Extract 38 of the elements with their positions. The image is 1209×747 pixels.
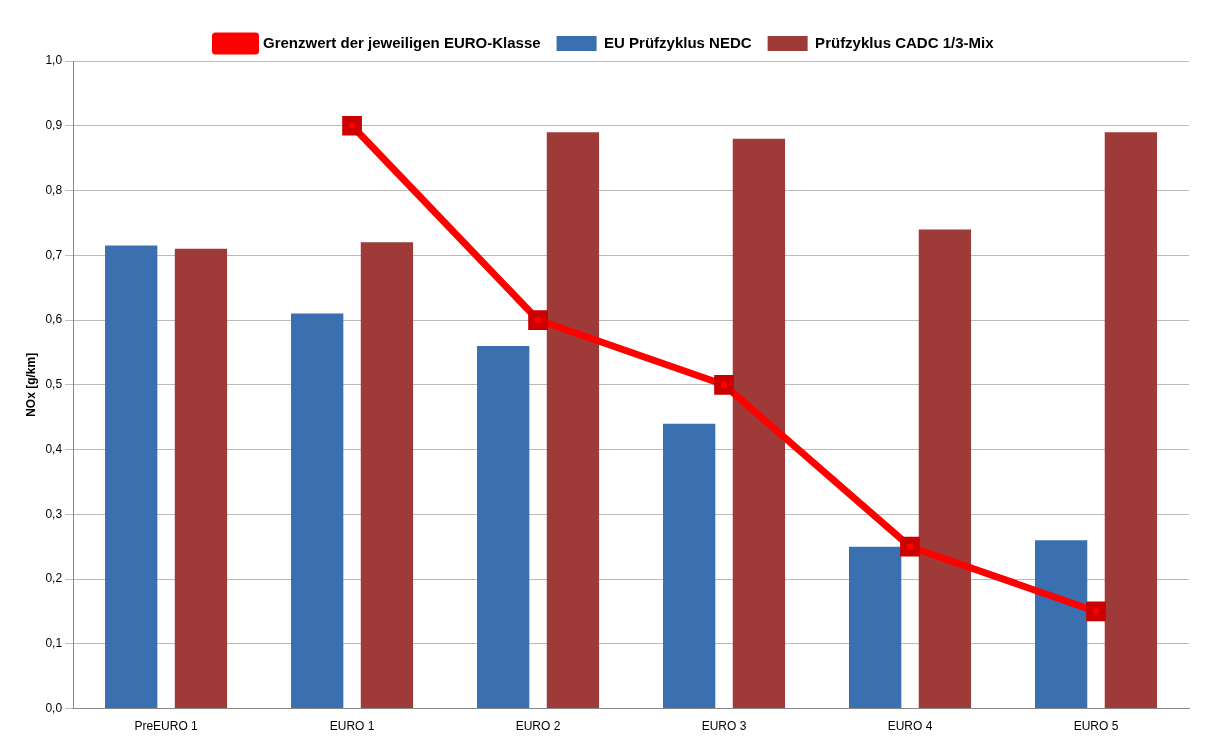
y-tick-label: 0,2 (45, 571, 63, 586)
y-tick-label: 0,8 (45, 182, 63, 197)
point (900, 536, 920, 557)
bar (1104, 132, 1158, 709)
y-tick-label: 1,0 (45, 53, 63, 68)
bar (105, 245, 158, 709)
legend-label: Prüfzyklus CADC 1/3-Mix (815, 33, 995, 51)
bar (291, 313, 344, 709)
y-axis-title: NOx [g/km] (23, 352, 38, 417)
legend-label: Grenzwert der jeweiligen EURO-Klasse (263, 33, 541, 51)
y-tick-label: 0,1 (45, 636, 63, 651)
bar (360, 242, 414, 709)
y-tick-label: 0,7 (45, 247, 63, 262)
x-tick-label: EURO 5 (1073, 719, 1119, 734)
y-tick-label: 0,4 (45, 441, 63, 456)
y-tick-label: 0,5 (45, 377, 63, 392)
bar (477, 345, 530, 709)
x-tick-label: PreEURO 1 (134, 719, 199, 734)
y-tick-label: 0,6 (45, 312, 63, 327)
bar (546, 132, 600, 709)
x-tick-label: EURO 4 (887, 719, 933, 734)
bar (1034, 540, 1088, 709)
x-tick-label: EURO 2 (515, 719, 561, 734)
point (1086, 601, 1106, 622)
bar (918, 229, 972, 709)
bar (848, 546, 902, 709)
point (528, 310, 548, 330)
x-tick-label: EURO 3 (701, 719, 747, 734)
point (714, 374, 734, 395)
x-tick-label: EURO 1 (329, 719, 375, 734)
bar (174, 248, 228, 709)
y-tick-label: 0,3 (45, 506, 63, 521)
bar (663, 423, 716, 709)
point (342, 115, 362, 136)
y-tick-label: 0,9 (45, 118, 63, 133)
y-tick-label: 0,0 (45, 700, 63, 715)
bar (732, 138, 786, 709)
legend-label: EU Prüfzyklus NEDC (604, 33, 752, 51)
